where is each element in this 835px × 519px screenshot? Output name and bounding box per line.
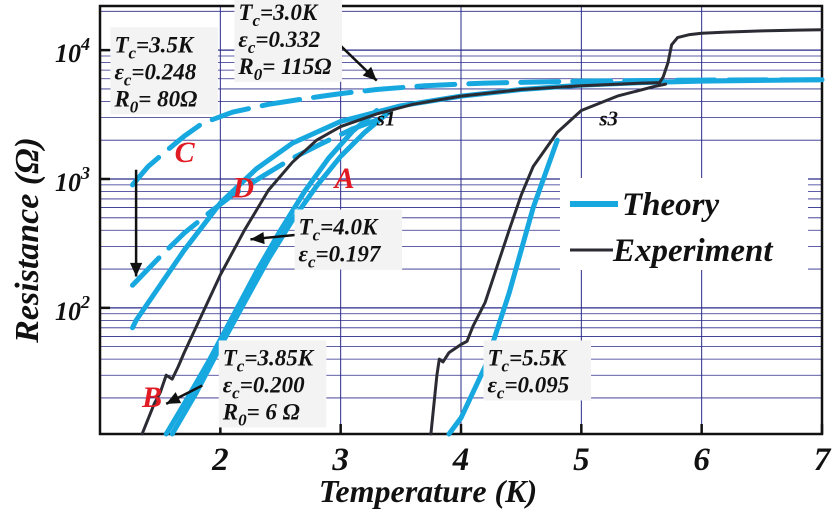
legend-experiment-label: Experiment: [612, 233, 773, 269]
x-tick-label: 4: [452, 442, 470, 478]
annotation-line: εc=0.095: [487, 372, 569, 402]
legend: Theory Experiment: [560, 178, 808, 270]
annotation-background: [110, 27, 219, 115]
annotation-background: [218, 340, 327, 428]
legend-background: [560, 178, 808, 270]
x-tick-label: 7: [814, 442, 832, 478]
x-tick-label: 2: [211, 442, 229, 478]
annotation-line: Tc=5.5K: [487, 345, 567, 375]
curve-label-a: A: [333, 162, 355, 195]
annotation-line: R0= 115Ω: [237, 54, 331, 84]
x-tick-label: 5: [573, 442, 590, 478]
annotation-line: Tc=3.0K: [238, 0, 318, 30]
annotation-line: R0= 80Ω: [113, 86, 197, 116]
annotation-background: [294, 209, 403, 270]
annotation-line: εc=0.332: [238, 27, 320, 57]
y-tick-label: 104: [55, 34, 90, 68]
curve-label-d: D: [231, 171, 254, 204]
theory-curve-1: [130, 113, 392, 288]
arrow-head: [362, 66, 377, 81]
annotation-line: Tc=3.5K: [114, 32, 194, 62]
experiment-curve-6: [140, 81, 662, 436]
theory-curve-3: [163, 108, 380, 437]
annotation-line: Tc=4.0K: [299, 214, 379, 244]
y-tick-label: 102: [55, 292, 90, 326]
arrow-head: [166, 392, 182, 404]
arrow-head: [250, 231, 265, 245]
curve-label-b: B: [141, 381, 162, 414]
theory-curve-4: [169, 109, 392, 437]
annotation-background: [483, 340, 592, 401]
experiment-curve-7: [658, 28, 824, 85]
curve-label-c: C: [175, 136, 196, 169]
x-axis-label: Temperature (K): [319, 473, 537, 509]
theory-curve-2: [130, 77, 825, 188]
annotation-line: εc=0.248: [114, 59, 196, 89]
y-axis-label: Resistance (Ω): [9, 137, 46, 344]
arrow-head: [129, 262, 143, 277]
annotation-background: [234, 0, 342, 82]
annotation-line: Tc=3.85K: [223, 345, 315, 375]
y-tick-label: 103: [55, 163, 90, 197]
series: [130, 28, 825, 437]
legend-theory-label: Theory: [622, 187, 720, 223]
annotation-line: εc=0.197: [299, 241, 382, 271]
axis-ticks: 2 3 4 5 6 7 102 103 104: [55, 34, 832, 478]
annotation-line: R0= 6 Ω: [222, 399, 300, 429]
annotation-line: εc=0.200: [223, 372, 305, 402]
annotation-arrows: [129, 44, 378, 405]
sample-label-s3: s3: [598, 107, 618, 131]
x-tick-label: 6: [693, 442, 710, 478]
sample-label-s1: s1: [376, 107, 396, 131]
x-tick-label: 3: [331, 442, 349, 478]
experiment-curve-8: [429, 82, 668, 436]
theory-curve-5: [446, 137, 560, 437]
